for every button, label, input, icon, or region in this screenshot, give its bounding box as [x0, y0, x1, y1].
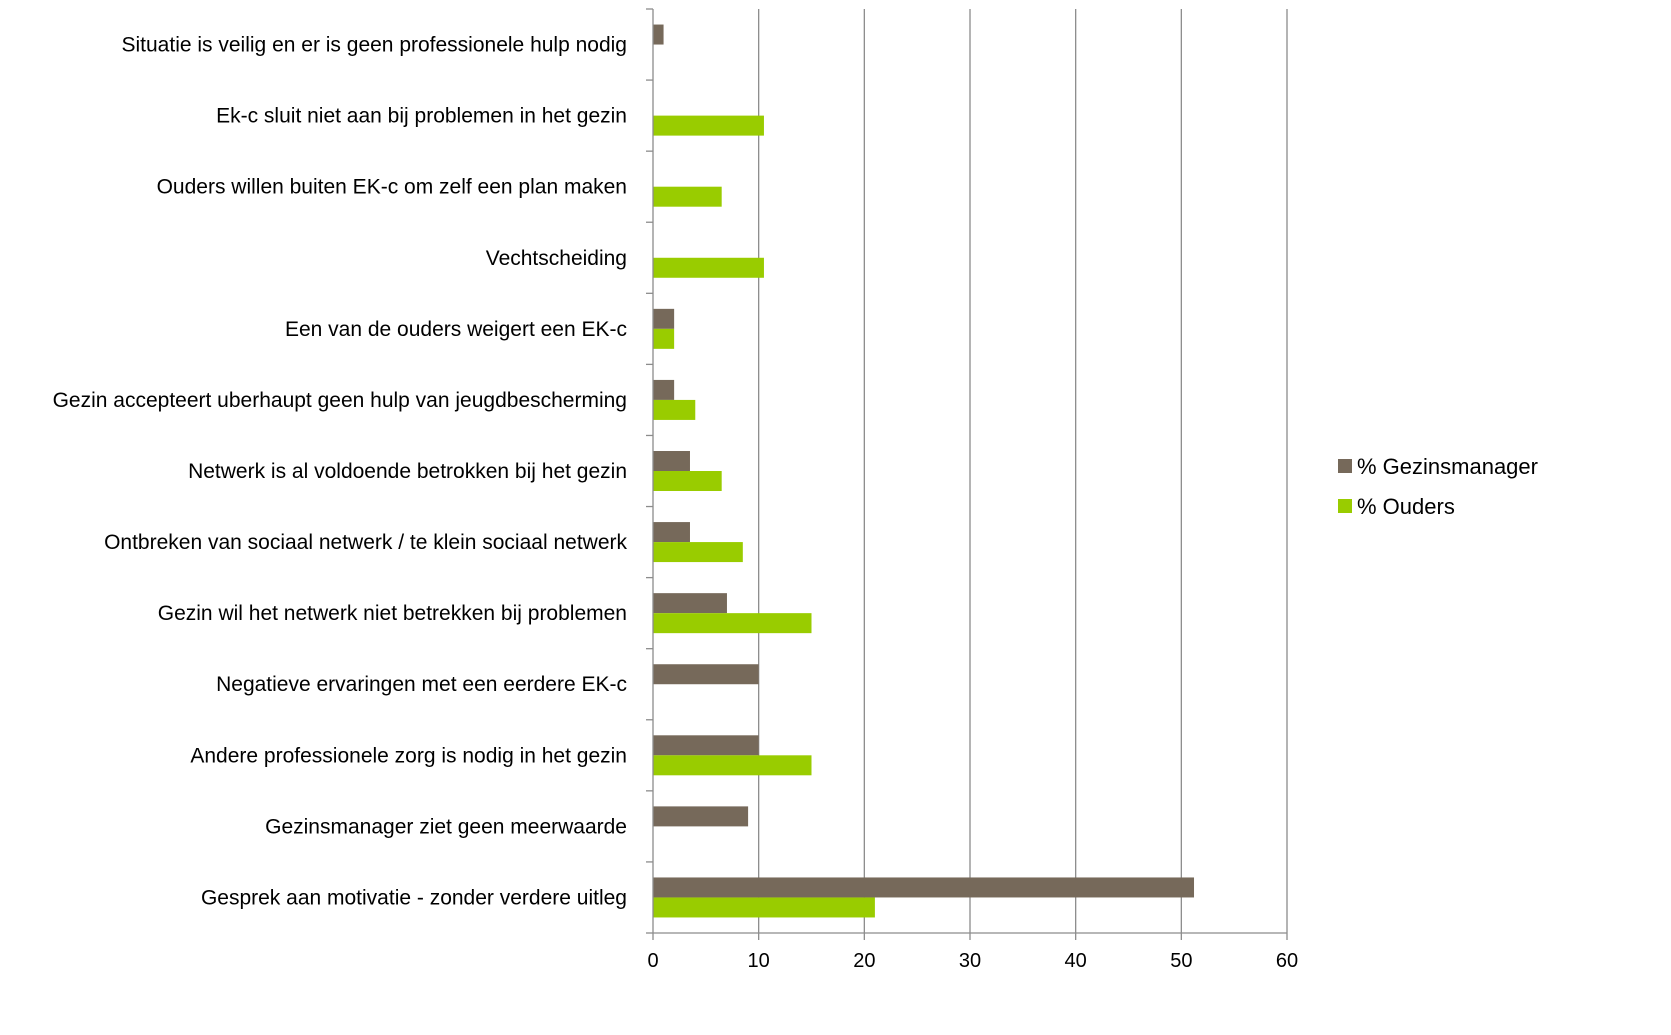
x-tick-label: 60 — [1276, 950, 1298, 972]
bar-gezinsmanager — [653, 593, 727, 614]
category-labels: Situatie is veilig en er is geen profess… — [53, 34, 628, 910]
bar-ouders — [653, 115, 764, 136]
x-tick-label: 30 — [959, 950, 981, 972]
bar-ouders — [653, 257, 764, 278]
x-tick-label: 0 — [647, 950, 658, 972]
x-tick-label: 50 — [1170, 950, 1192, 972]
legend-label: % Ouders — [1357, 494, 1455, 519]
bar-ouders — [653, 542, 743, 563]
category-label: Ouders willen buiten EK-c om zelf een pl… — [157, 176, 627, 199]
category-label: Ontbreken van sociaal netwerk / te klein… — [104, 531, 627, 554]
x-tick-label: 20 — [853, 950, 875, 972]
bar-ouders — [653, 471, 722, 491]
bar-gezinsmanager — [653, 877, 1195, 898]
axes — [646, 8, 1288, 940]
bar-gezinsmanager — [653, 806, 749, 827]
bar-ouders — [653, 328, 675, 349]
bar-ouders — [653, 399, 696, 420]
category-label: Gesprek aan motivatie - zonder verdere u… — [201, 886, 627, 909]
bars — [653, 24, 1195, 918]
category-label: Negatieve ervaringen met een eerdere EK-… — [216, 673, 627, 696]
bar-gezinsmanager — [653, 522, 690, 543]
legend-label: % Gezinsmanager — [1357, 454, 1538, 479]
bar-gezinsmanager — [653, 24, 664, 45]
legend-swatch — [1338, 459, 1352, 473]
category-label: Situatie is veilig en er is geen profess… — [122, 34, 628, 57]
x-tick-label: 10 — [748, 950, 770, 972]
x-tick-labels: 0 10 20 30 40 50 60 — [647, 950, 1298, 972]
category-label: Netwerk is al voldoende betrokken bij he… — [188, 460, 627, 483]
x-tick-label: 40 — [1065, 950, 1087, 972]
category-label: Gezinsmanager ziet geen meerwaarde — [265, 815, 627, 838]
category-label: Ek-c sluit niet aan bij problemen in het… — [216, 105, 627, 128]
category-label: Andere professionele zorg is nodig in he… — [190, 744, 627, 767]
gridlines — [758, 9, 1288, 933]
bar-gezinsmanager — [653, 735, 759, 756]
category-label: Gezin wil het netwerk niet betrekken bij… — [158, 602, 627, 625]
bar-ouders — [653, 897, 875, 918]
bar-gezinsmanager — [653, 451, 690, 471]
category-label: Een van de ouders weigert een EK-c — [285, 318, 627, 341]
bar-gezinsmanager — [653, 308, 675, 329]
category-label: Gezin accepteert uberhaupt geen hulp van… — [53, 389, 627, 412]
bar-ouders — [653, 186, 722, 207]
legend: % Gezinsmanager % Ouders — [1338, 454, 1538, 519]
bar-ouders — [653, 613, 812, 634]
legend-swatch — [1338, 499, 1352, 513]
bar-gezinsmanager — [653, 664, 759, 685]
category-label: Vechtscheiding — [486, 247, 627, 270]
bar-gezinsmanager — [653, 379, 675, 400]
bar-ouders — [653, 755, 812, 776]
